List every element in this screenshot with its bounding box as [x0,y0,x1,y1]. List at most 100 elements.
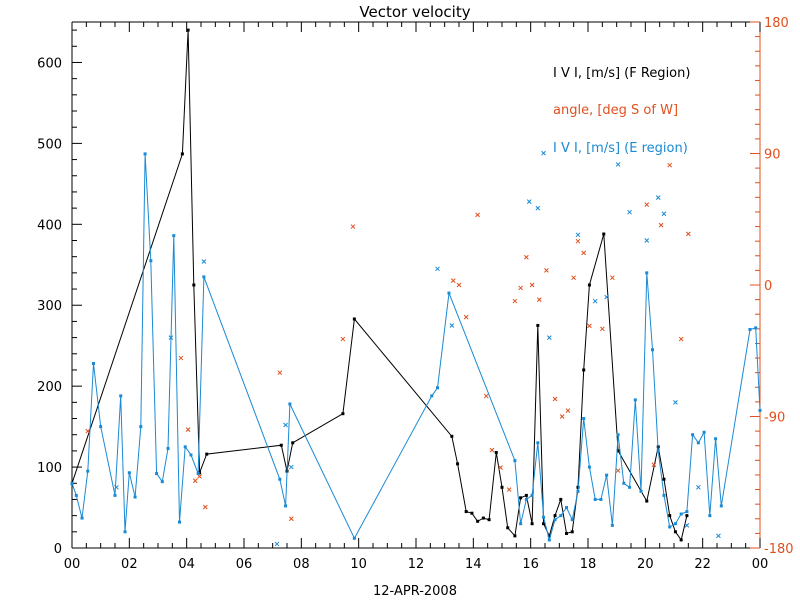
data-point [685,231,691,237]
data-point-stroke [529,282,535,288]
x-tick-label: 06 [236,557,253,572]
data-point-stroke [463,314,469,320]
data-point [552,396,558,402]
data-point-stroke [684,522,690,528]
data-point [644,238,650,243]
data-point-stroke [592,298,598,304]
data-point [559,497,563,501]
data-point [139,425,143,429]
data-point-stroke [571,275,577,281]
legend-entry: angle, [deg S of W] [553,103,678,118]
data-point [340,336,346,342]
data-point-stroke [449,323,455,328]
data-point-stroke [644,238,650,243]
y2-tick-label: -180 [764,542,794,557]
data-point-stroke [716,533,721,539]
data-point [127,471,131,475]
data-point [599,326,605,332]
data-point [571,275,577,281]
data-point-stroke [456,282,462,288]
data-point-stroke [615,162,621,167]
data-point-stroke [667,162,673,168]
data-point [470,511,474,515]
data-point-stroke [655,195,661,200]
data-point [565,506,568,510]
data-point [475,212,480,218]
series-layer [70,28,762,547]
data-point-stroke [546,335,552,340]
series-line [71,30,688,542]
data-point-stroke [604,294,609,300]
data-point [685,514,689,518]
data-point-stroke [288,464,294,470]
data-point [610,275,615,281]
data-point [464,510,468,514]
data-point [542,522,546,526]
y-tick-label: 100 [37,461,62,476]
data-point-stroke [535,205,541,211]
data-point [575,232,581,238]
data-point [80,516,84,520]
data-point [616,433,620,437]
data-point-stroke [673,399,678,405]
data-point [155,472,159,476]
data-point [544,268,549,273]
data-point [166,446,170,450]
data-point [668,514,672,518]
x-tick-label: 14 [465,557,482,572]
data-point-stroke [658,222,664,228]
data-point [553,518,557,522]
y-axis-right: -180 -90 0 90 180 [750,16,794,557]
x-tick-label: 00 [752,557,769,572]
data-point [524,497,528,501]
y-tick-label: 600 [37,56,62,71]
data-point [500,485,504,489]
data-point [673,522,677,526]
data-point [627,209,632,215]
data-point [70,481,74,485]
data-point [570,518,574,522]
data-point [288,464,294,470]
data-point [483,393,489,399]
data-point [99,425,103,429]
data-point [519,496,523,500]
data-point [288,402,292,406]
data-point [599,497,603,501]
y-tick-label: 0 [54,542,62,557]
x-tick-label: 00 [64,557,81,572]
data-point-stroke [644,202,650,207]
data-point [662,493,666,497]
data-point [605,473,609,477]
data-point [679,512,683,516]
data-point-stroke [587,323,592,329]
data-point [202,275,206,279]
x-tick-label: 10 [350,557,367,572]
x-axis: 00 02 04 06 08 10 12 14 16 18 20 22 00 [64,22,769,572]
data-point [691,433,695,437]
data-point [536,297,542,302]
data-point-stroke [506,487,512,492]
data-point-stroke [678,336,684,342]
data-point [456,282,462,288]
data-point [133,495,137,499]
data-point-stroke [615,468,621,473]
data-point [582,368,586,372]
x-tick-label: 20 [637,557,654,572]
data-point [513,534,517,538]
data-point-stroke [544,268,549,273]
data-point [645,271,649,275]
data-point [655,195,661,200]
data-point [178,355,184,361]
data-point [575,238,581,244]
data-point [696,441,700,445]
data-point-stroke [685,231,691,237]
x-tick-label: 02 [121,557,138,572]
data-point [592,298,598,304]
data-point [529,282,535,288]
data-point [518,285,523,291]
x-axis-label: 12-APR-2008 [373,584,457,599]
y-tick-label: 200 [37,380,62,395]
data-point [114,484,119,490]
data-point [447,291,451,295]
x-tick-label: 12 [408,557,425,572]
